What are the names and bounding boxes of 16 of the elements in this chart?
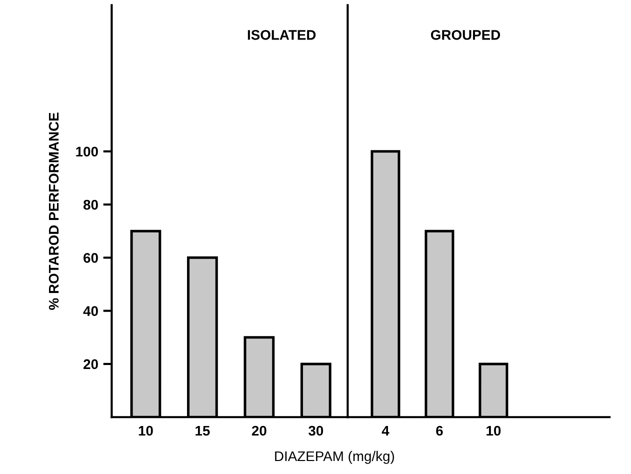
x-tick-label: 15 xyxy=(196,426,210,436)
y-tick-label: 60 xyxy=(84,253,98,263)
x-tick-label: 6 xyxy=(436,426,443,436)
annotation: ISOLATED xyxy=(248,30,316,40)
x-tick-label: 10 xyxy=(486,426,501,436)
x-tick-label: 10 xyxy=(138,426,153,436)
y-tick-label: 100 xyxy=(76,146,98,157)
y-tick-label: 80 xyxy=(83,200,98,210)
x-tick-label: 20 xyxy=(252,426,266,436)
y-tick-label: 20 xyxy=(84,359,98,370)
y-axis-title: % ROTAROD PERFORMANCE xyxy=(48,112,59,310)
y-tick-label: 40 xyxy=(83,306,98,316)
x-tick-label: 30 xyxy=(308,426,324,436)
x-axis-title: DIAZEPAM (mg/kg) xyxy=(275,450,394,464)
annotation: GROUPED xyxy=(430,30,500,40)
x-tick-label: 4 xyxy=(382,426,390,436)
